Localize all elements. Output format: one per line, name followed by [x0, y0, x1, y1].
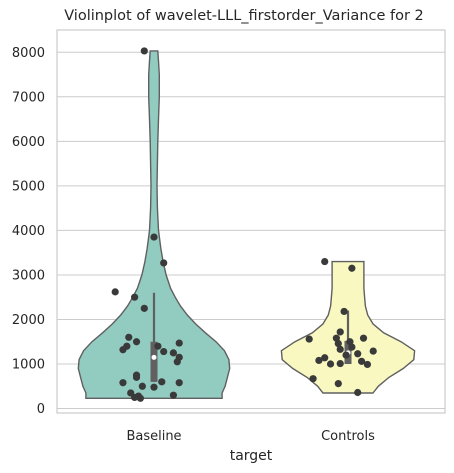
y-tick-label: 7000 [12, 90, 45, 105]
x-axis-label: target [230, 448, 273, 464]
data-point [158, 378, 166, 386]
data-point [132, 373, 141, 381]
y-tick-label: 2000 [12, 313, 45, 328]
data-point [340, 307, 348, 316]
x-axis-ticks: Baseline Controls [126, 429, 375, 444]
data-point [140, 47, 148, 55]
data-point [136, 394, 145, 402]
x-tick-label: Controls [321, 429, 375, 444]
data-point [342, 351, 350, 359]
data-point [138, 382, 146, 390]
chart-title: Violinplot of wavelet-LLL_firstorder_Var… [64, 8, 424, 24]
data-point [173, 358, 181, 366]
data-point [119, 379, 127, 387]
y-axis-ticks: 0 1000 2000 3000 4000 5000 6000 7000 8000 [12, 46, 45, 417]
plot-frame [56, 29, 446, 414]
data-point [150, 233, 158, 241]
data-point [334, 380, 342, 388]
data-point [321, 354, 329, 362]
data-point [348, 264, 356, 272]
data-point [363, 360, 371, 369]
data-point [305, 335, 313, 343]
data-point [175, 339, 183, 347]
data-point [309, 375, 317, 383]
strip-points [111, 47, 377, 402]
data-point [321, 257, 329, 266]
data-point [175, 379, 183, 387]
median-marker [151, 354, 157, 360]
data-point [354, 388, 362, 397]
data-point [131, 293, 139, 301]
data-point [336, 359, 344, 368]
y-tick-label: 3000 [12, 268, 45, 283]
data-point [315, 356, 323, 365]
data-point [336, 328, 344, 336]
y-tick-label: 6000 [12, 135, 45, 150]
data-point [160, 259, 168, 267]
y-tick-label: 8000 [12, 46, 45, 61]
data-point [132, 338, 141, 346]
data-point [169, 349, 177, 357]
y-tick-label: 5000 [12, 179, 45, 194]
data-point [160, 347, 168, 356]
data-point [369, 347, 377, 355]
data-point [154, 342, 162, 350]
data-point [150, 383, 158, 391]
data-point [359, 334, 368, 342]
data-point [357, 357, 366, 365]
iqr-box [150, 341, 158, 382]
data-point [336, 345, 344, 353]
data-point [125, 333, 133, 341]
data-point [119, 346, 127, 354]
data-point [169, 391, 177, 399]
data-point [334, 339, 342, 348]
y-tick-label: 0 [37, 402, 45, 417]
data-point [326, 360, 335, 368]
x-tick-label: Baseline [126, 429, 181, 444]
data-point [354, 350, 362, 358]
data-point [111, 288, 119, 296]
y-tick-label: 4000 [12, 224, 45, 239]
violin-baseline [77, 50, 231, 399]
data-point [348, 343, 356, 351]
data-point [140, 304, 148, 312]
y-tick-label: 1000 [12, 358, 45, 373]
